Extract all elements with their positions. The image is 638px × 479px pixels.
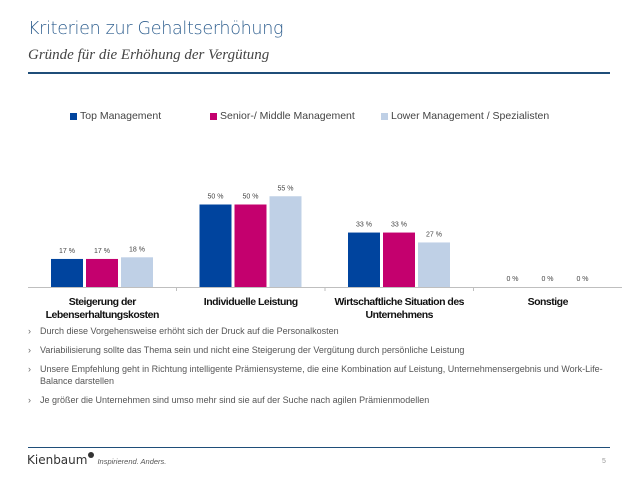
category-label-line: Individuelle Leistung: [203, 296, 298, 308]
bullet-marker: ›: [28, 326, 31, 336]
page-number: 5: [602, 458, 606, 465]
bullet-text: Je größer die Unternehmen sind umso mehr…: [40, 395, 430, 405]
legend-label: Lower Management / Spezialisten: [391, 110, 550, 122]
brand-mark-icon: [88, 452, 95, 458]
bar-data-label: 17 %: [59, 248, 75, 255]
brand-tagline: Inspirierend. Anders.: [97, 457, 167, 466]
bar: [51, 258, 83, 287]
legend-swatch-senior-middle-management: [210, 112, 217, 120]
category-label-line: Lebenserhaltungskosten: [45, 309, 160, 321]
bar-data-label: 17 %: [94, 248, 110, 255]
category-label-line: Sonstige: [527, 296, 569, 308]
chart-legend: Top Management Senior-/ Middle Managemen…: [0, 110, 638, 126]
bar: [199, 204, 232, 287]
bullet-text: Unsere Empfehlung geht in Richtung intel…: [40, 364, 603, 386]
brand-name: Kienbaum: [27, 453, 88, 467]
brand-logo: Kienbaum Inspirierend. Anders.: [27, 452, 167, 467]
bullet-item: › Durch diese Vorgehensweise erhöht sich…: [28, 325, 618, 337]
bar-data-label: 33 %: [356, 222, 372, 229]
bar: [234, 204, 267, 287]
legend-label: Senior-/ Middle Management: [220, 110, 355, 122]
legend-swatch-top-management: [70, 112, 77, 120]
page-title: Kriterien zur Gehaltserhöhung: [28, 19, 284, 39]
bullet-marker: ›: [28, 395, 31, 405]
bullet-text: Variabilisierung sollte das Thema sein u…: [40, 345, 465, 355]
category-label: Sonstige: [478, 296, 618, 309]
bullet-marker: ›: [28, 345, 31, 355]
bar-chart: 17 % 17 % 18 % 50 % 50 % 55 % 33 % 33 % 27 % 0 % 0…: [28, 185, 622, 291]
footer-divider: [28, 447, 610, 448]
bar: [418, 242, 450, 287]
bar: [348, 232, 380, 287]
bar-data-label: 0 %: [541, 276, 553, 283]
bullet-item: › Unsere Empfehlung geht in Richtung int…: [28, 363, 618, 387]
bar-data-label: 55 %: [278, 185, 294, 192]
category-label: Individuelle Leistung: [181, 296, 321, 309]
bar-data-label: 33 %: [391, 222, 407, 229]
bullet-marker: ›: [28, 364, 31, 374]
bar-data-label: 0 %: [576, 276, 588, 283]
bar: [269, 196, 302, 287]
bullet-item: › Je größer die Unternehmen sind umso me…: [28, 394, 618, 406]
header-divider: [28, 72, 610, 74]
bar-data-label: 18 %: [129, 246, 145, 253]
bar-data-label: 50 %: [243, 194, 259, 201]
bar: [121, 257, 153, 287]
bar-data-label: 50 %: [208, 194, 224, 201]
legend-item-top-management: Top Management: [70, 110, 161, 122]
bar-data-label: 27 %: [426, 231, 442, 238]
legend-label: Top Management: [80, 110, 162, 122]
category-label-line: Unternehmens: [365, 309, 433, 321]
bullet-text: Durch diese Vorgehensweise erhöht sich d…: [40, 326, 339, 336]
category-label-line: Wirtschaftliche Situation des: [334, 296, 464, 308]
category-label: Wirtschaftliche Situation des Unternehmen…: [329, 296, 469, 322]
bar: [86, 258, 118, 287]
category-label: Steigerung der Lebenserhaltungskosten: [32, 296, 172, 322]
page-subtitle: Gründe für die Erhöhung der Vergütung: [28, 47, 270, 63]
bar-data-label: 0 %: [506, 276, 518, 283]
category-label-line: Steigerung der: [68, 296, 137, 308]
legend-swatch-lower-management: [381, 112, 388, 120]
bullet-item: › Variabilisierung sollte das Thema sein…: [28, 344, 618, 356]
legend-item-lower-management: Lower Management / Spezialisten: [381, 110, 549, 122]
bullet-list: › Durch diese Vorgehensweise erhöht sich…: [28, 325, 618, 413]
legend-item-senior-middle-management: Senior-/ Middle Management: [210, 110, 355, 122]
bar: [383, 232, 415, 287]
